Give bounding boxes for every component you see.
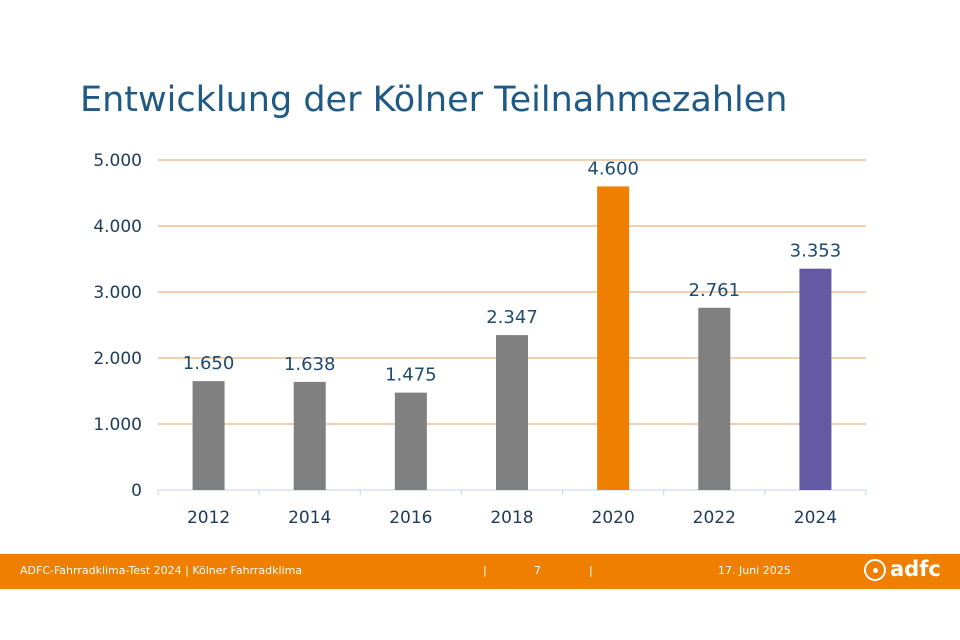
x-tick-label: 2020 [592,508,635,528]
bar [192,381,225,490]
data-label: 2.347 [486,307,538,328]
page-number: 7 [534,564,541,577]
footer-separator: | [589,564,593,577]
y-tick-label: 3.000 [93,283,142,303]
adfc-logo: adfc [862,557,952,585]
x-tick-label: 2014 [288,508,331,528]
footer-date: 17. Juni 2025 [718,564,791,577]
x-tick-label: 2016 [389,508,432,528]
logo-circle-icon [864,559,886,581]
data-label: 1.650 [183,353,235,374]
bar [496,335,528,490]
y-tick-label: 5.000 [93,151,142,171]
footer-separator: | [483,564,487,577]
y-tick-label: 4.000 [93,217,142,237]
bar-chart: 0 1.000 2.000 3.000 4.000 5.000 1.650 2012 1.638… [93,151,867,528]
data-label: 4.600 [587,158,639,179]
data-label: 3.353 [790,241,842,262]
bar [293,381,326,490]
bar [597,186,630,490]
slide-title: Entwicklung der Kölner Teilnahmezahlen [80,80,788,120]
data-label: 1.475 [385,365,437,386]
bar [394,392,427,490]
data-label: 1.638 [284,354,336,375]
x-tick-label: 2012 [187,508,230,528]
x-tick-label: 2024 [794,508,837,528]
data-label: 2.761 [689,280,741,301]
bar [698,307,731,490]
x-tick-label: 2018 [490,508,533,528]
footer-title: ADFC-Fahrradklima-Test 2024 | Kölner Fah… [20,564,303,577]
y-tick-label: 1.000 [93,415,142,435]
x-tick-label: 2022 [693,508,736,528]
logo-text: adfc [890,557,941,581]
y-tick-label: 0 [131,481,142,501]
bar [799,268,832,490]
footer-bar: ADFC-Fahrradklima-Test 2024 | Kölner Fah… [0,554,960,589]
y-tick-label: 2.000 [93,349,142,369]
